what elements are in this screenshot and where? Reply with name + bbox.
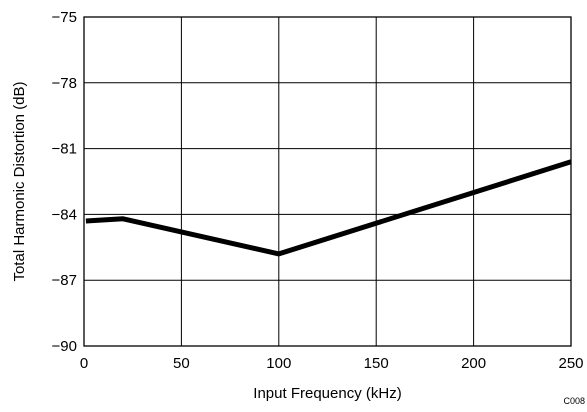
plot-frame xyxy=(83,16,572,347)
x-tick-label: 0 xyxy=(80,355,88,372)
x-axis-label: Input Frequency (kHz) xyxy=(253,385,401,402)
y-tick-label: −90 xyxy=(52,338,77,355)
x-tick-label: 150 xyxy=(364,355,389,372)
tick-labels: 0 50 100 150 200 250 −75 −78 −81 −84 −87 −90 xyxy=(52,9,584,372)
y-tick-label: −75 xyxy=(52,9,77,26)
y-axis-label: Total Harmonic Distortion (dB) xyxy=(11,81,28,281)
y-tick-label: −87 xyxy=(52,272,77,289)
y-tick-label: −78 xyxy=(52,75,77,92)
thd-series-line xyxy=(85,159,572,257)
x-tick-label: 100 xyxy=(266,355,291,372)
x-tick-label: 50 xyxy=(173,355,190,372)
y-tick-label: −84 xyxy=(52,206,77,223)
x-tick-label: 200 xyxy=(461,355,486,372)
figure-code-label: C008 xyxy=(563,396,585,406)
y-tick-label: −81 xyxy=(52,141,77,158)
x-tick-label: 250 xyxy=(558,355,583,372)
